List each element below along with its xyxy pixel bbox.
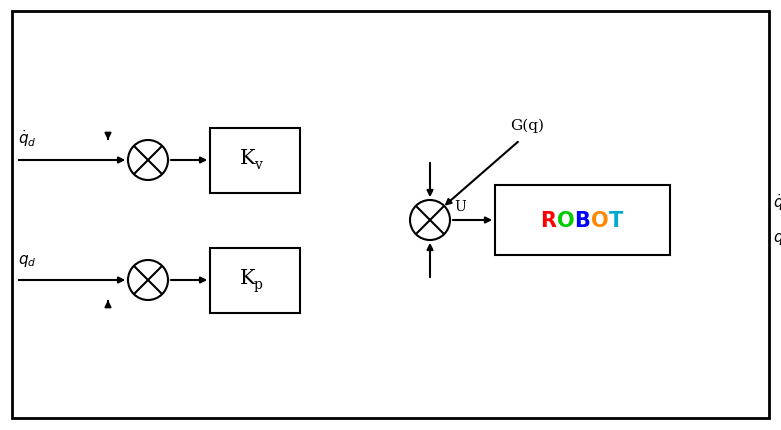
Text: K: K [240,149,255,168]
Text: O: O [590,211,608,230]
Bar [210,248,300,313]
Text: U: U [454,200,465,214]
Text: B: B [575,211,590,230]
Text: O: O [557,211,574,230]
Text: v: v [254,158,262,172]
Text: T: T [609,211,623,230]
Bar [495,186,670,255]
Text: $q_d$: $q_d$ [18,252,37,268]
Text: $\dot{q}$: $\dot{q}$ [773,192,781,213]
Text: R: R [540,211,557,230]
Text: $q$: $q$ [773,230,781,246]
Text: $\dot{q}_d$: $\dot{q}_d$ [18,128,37,149]
Text: p: p [253,277,262,291]
Text: K: K [240,269,255,288]
Bar [210,128,300,193]
Text: G(q): G(q) [510,119,544,133]
